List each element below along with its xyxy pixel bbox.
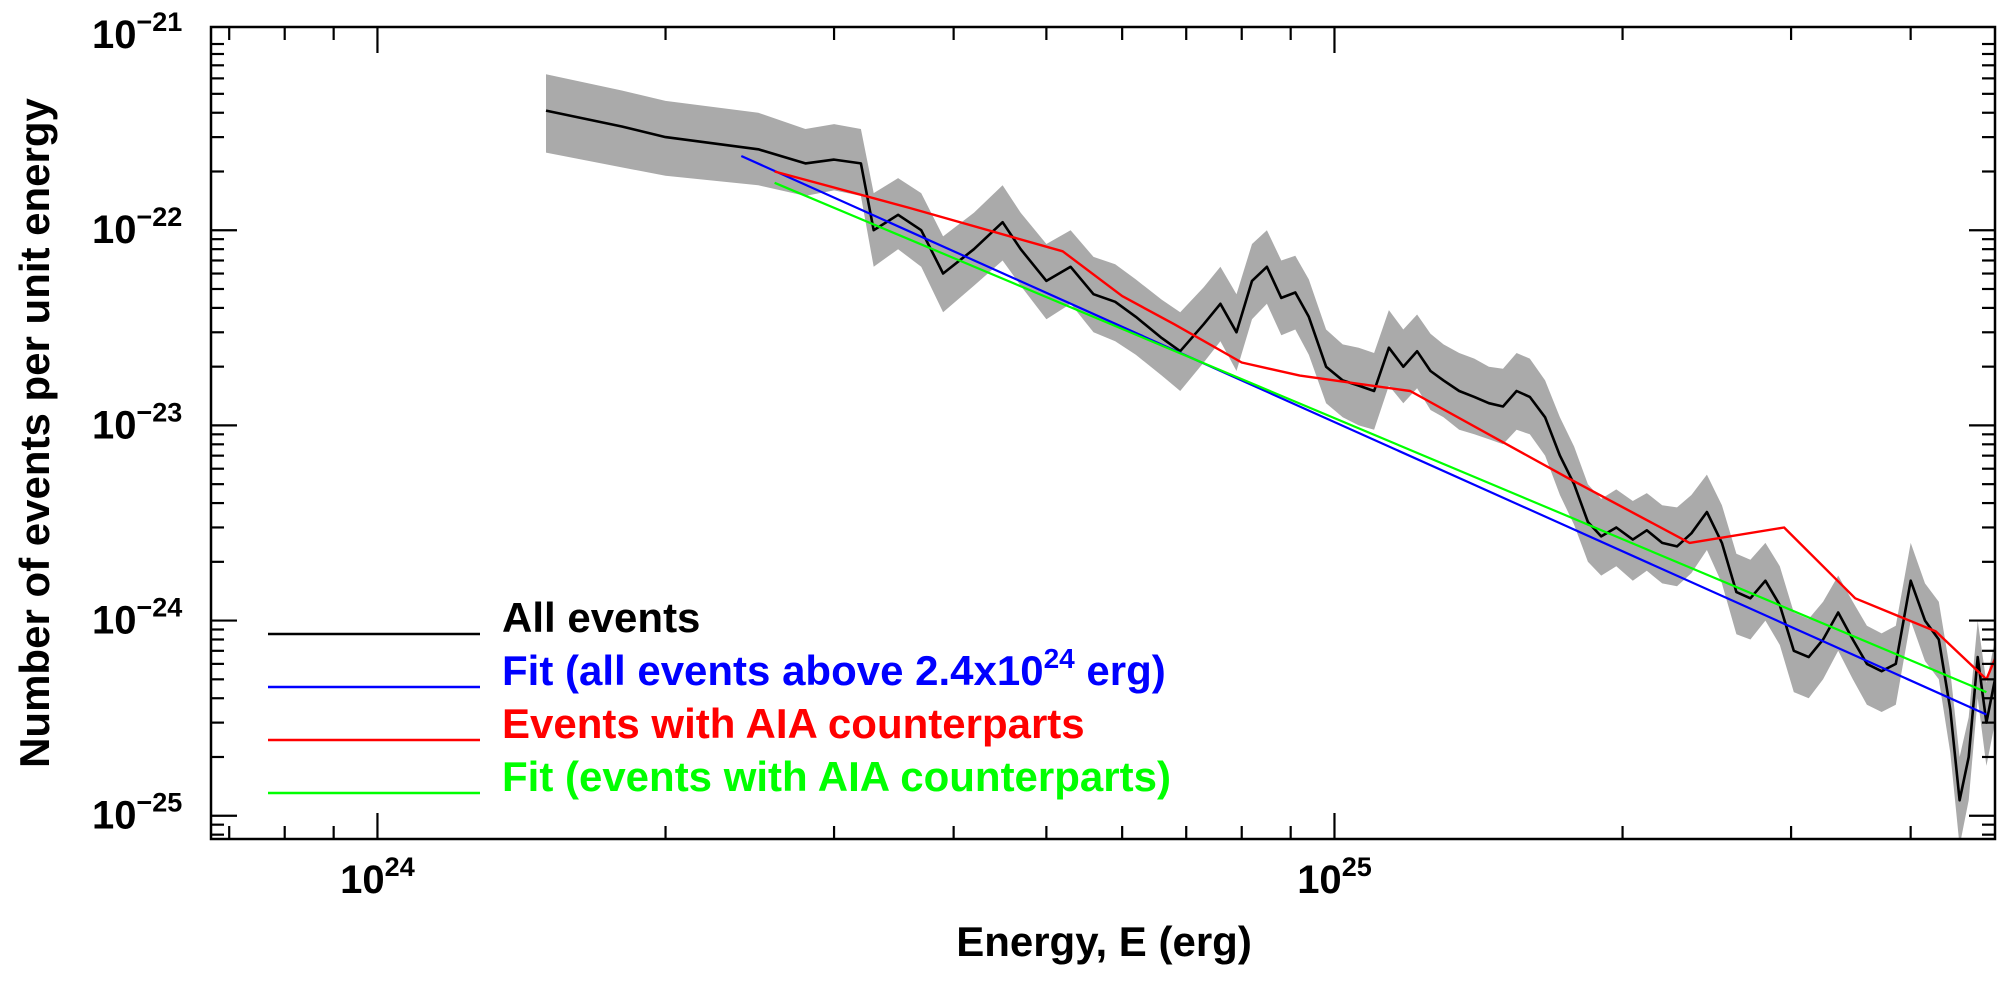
legend-item-aia-events: Events with AIA counterparts <box>268 700 1085 747</box>
legend-label: All events <box>502 594 700 641</box>
legend-item-all-events: All events <box>268 594 700 641</box>
uncertainty-band-layer <box>546 74 1995 839</box>
series-line-aia-events <box>774 170 1995 681</box>
x-axis-label: Energy, E (erg) <box>956 918 1252 965</box>
series-line-fit-all-events <box>740 154 1987 716</box>
plot-frame <box>209 25 1997 841</box>
series-line-all-events <box>545 109 1995 802</box>
y-axis-label: Number of events per unit energy <box>11 97 58 767</box>
series-layer <box>545 109 1995 802</box>
series-line-fit-aia-events <box>774 181 1987 694</box>
legend-label: Events with AIA counterparts <box>502 700 1085 747</box>
legend-label: Fit (events with AIA counterparts) <box>502 753 1171 800</box>
legend-item-fit-aia-events: Fit (events with AIA counterparts) <box>268 753 1171 800</box>
uncertainty-band <box>546 74 1995 839</box>
